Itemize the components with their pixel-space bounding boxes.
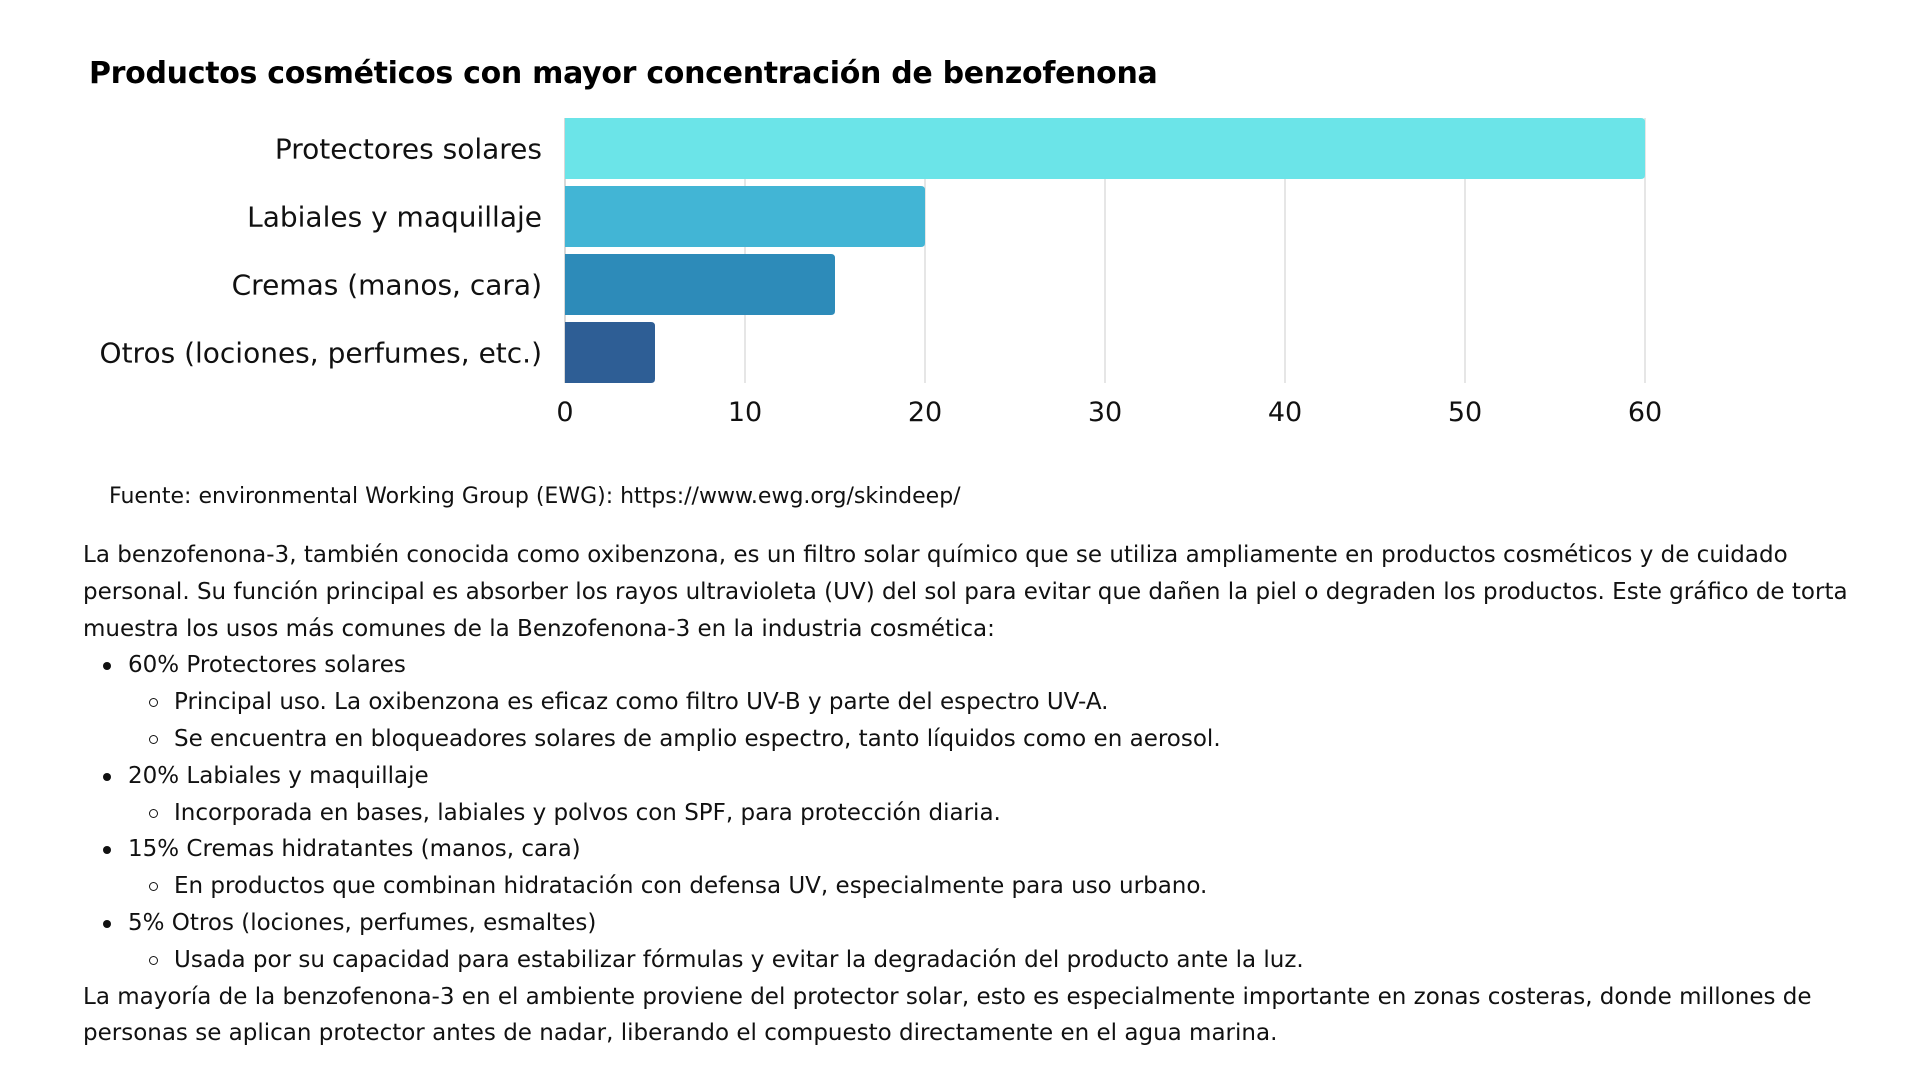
x-tick-label: 0 [556, 397, 573, 428]
bar-3 [565, 254, 835, 315]
intro-paragraph: La benzofenona-3, también conocida como … [83, 542, 1848, 642]
category-label: Cremas (manos, cara) [232, 269, 542, 302]
list-item-label: 20% Labiales y maquillaje [128, 762, 429, 789]
sub-list-item-label: Usada por su capacidad para estabilizar … [174, 946, 1304, 973]
circle-bullet-icon [149, 882, 158, 892]
bar-4 [565, 322, 655, 383]
circle-bullet-icon [149, 698, 158, 708]
category-label: Otros (lociones, perfumes, etc.) [100, 337, 542, 370]
list-item: 5% Otros (lociones, perfumes, esmaltes) [83, 905, 1883, 942]
bar-1 [565, 118, 1645, 179]
list-item-label: 15% Cremas hidratantes (manos, cara) [128, 836, 581, 863]
description: La benzofenona-3, también conocida como … [83, 537, 1883, 1052]
sub-list-item: Principal uso. La oxibenzona es eficaz c… [83, 684, 1883, 721]
sub-list-item: Usada por su capacidad para estabilizar … [83, 942, 1883, 979]
bullet-icon [103, 919, 111, 928]
sub-list-item: En productos que combinan hidratación co… [83, 868, 1883, 905]
chart-title: Productos cosméticos con mayor concentra… [89, 56, 1158, 91]
category-label: Protectores solares [275, 133, 542, 166]
sub-list-item: Se encuentra en bloqueadores solares de … [83, 721, 1883, 758]
sub-list-item-label: En productos que combinan hidratación co… [174, 873, 1208, 900]
list-item: 15% Cremas hidratantes (manos, cara) [83, 831, 1883, 868]
bar-chart: Protectores solares Labiales y maquillaje… [100, 118, 1662, 428]
x-tick-label: 30 [1088, 397, 1122, 428]
category-labels: Protectores solares Labiales y maquillaje… [100, 133, 542, 370]
list-item-label: 60% Protectores solares [128, 652, 406, 679]
category-label: Labiales y maquillaje [247, 201, 542, 234]
bullet-icon [103, 772, 111, 781]
bars [565, 118, 1645, 383]
outro-paragraph: La mayoría de la benzofenona-3 en el amb… [83, 983, 1812, 1047]
list-item-label: 5% Otros (lociones, perfumes, esmaltes) [128, 909, 597, 936]
list-item: 60% Protectores solares [83, 647, 1883, 684]
x-tick-label: 20 [908, 397, 942, 428]
list-item: 20% Labiales y maquillaje [83, 758, 1883, 795]
circle-bullet-icon [149, 808, 158, 818]
bullet-icon [103, 846, 111, 855]
x-tick-label: 10 [728, 397, 762, 428]
x-tick-label: 60 [1628, 397, 1662, 428]
x-axis-ticks: 0 10 20 30 40 50 60 [556, 397, 1662, 428]
bullet-icon [103, 662, 111, 671]
circle-bullet-icon [149, 734, 158, 744]
x-tick-label: 40 [1268, 397, 1302, 428]
circle-bullet-icon [149, 955, 158, 965]
sub-list-item: Incorporada en bases, labiales y polvos … [83, 795, 1883, 832]
sub-list-item-label: Incorporada en bases, labiales y polvos … [174, 799, 1001, 826]
bar-2 [565, 186, 925, 247]
source-note: Fuente: environmental Working Group (EWG… [109, 484, 961, 509]
sub-list-item-label: Principal uso. La oxibenzona es eficaz c… [174, 689, 1109, 716]
sub-list-item-label: Se encuentra en bloqueadores solares de … [174, 725, 1221, 752]
x-tick-label: 50 [1448, 397, 1482, 428]
usage-list: 60% Protectores solares Principal uso. L… [83, 647, 1883, 978]
